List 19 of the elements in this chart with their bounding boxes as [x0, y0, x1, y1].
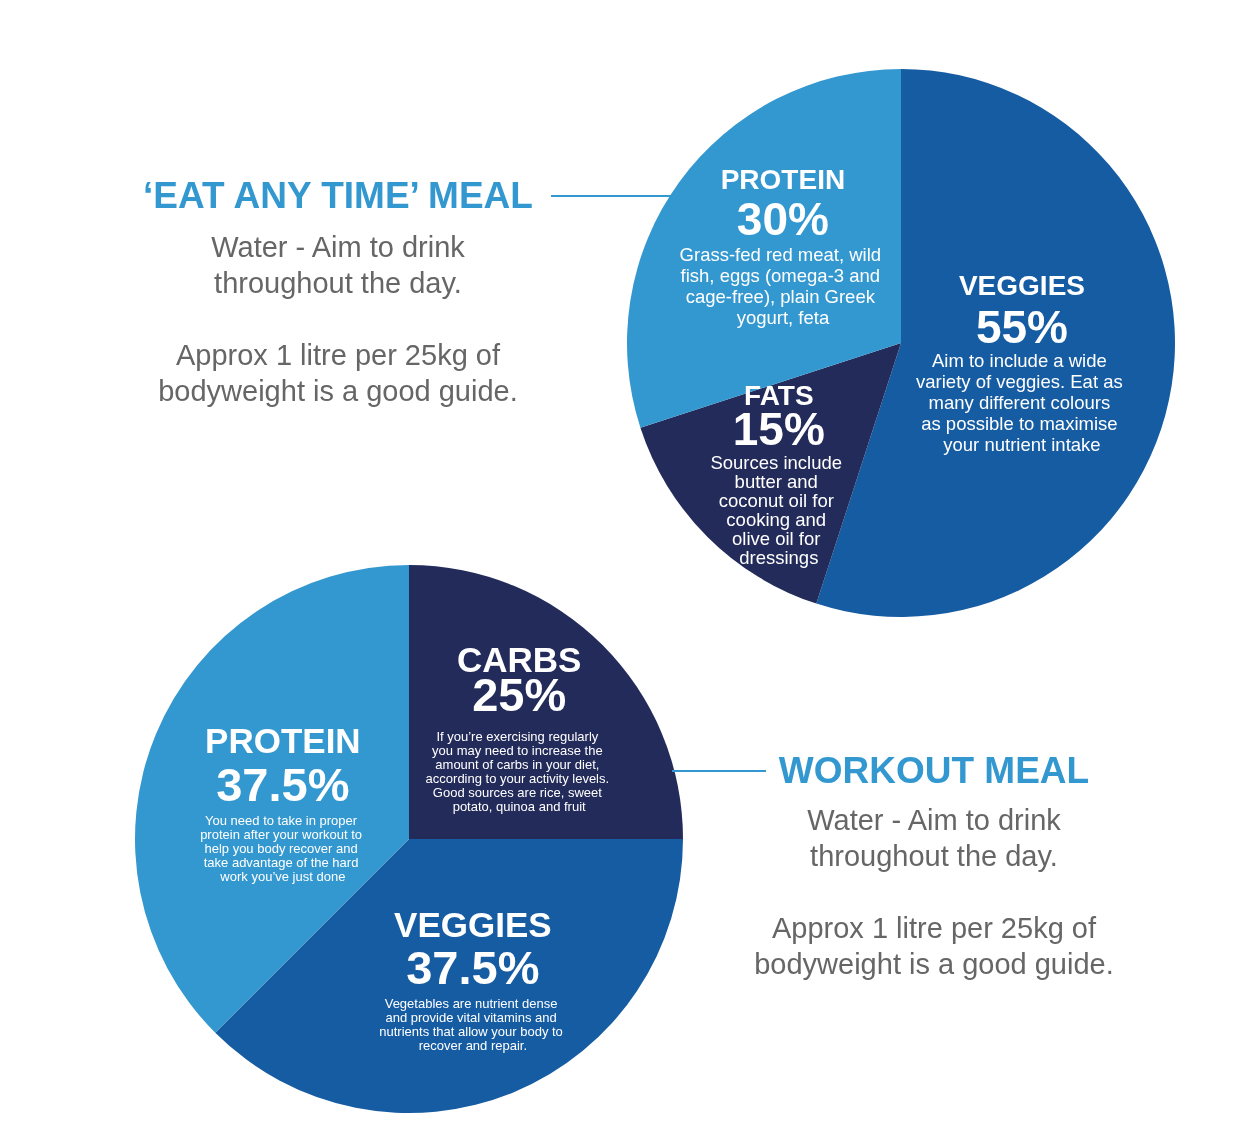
data-label: 55% [975, 300, 1069, 353]
legend-label: PROTEIN [720, 163, 846, 195]
text: Sources include butter and coconut oil for cooking and olive oil for dressings [710, 451, 843, 568]
text: Approx 1 litre per 25kg of bodyweight is a good guide. [753, 911, 1115, 982]
slice-label: FATS [744, 379, 814, 411]
slice-label: VEGGIES [958, 270, 1085, 302]
slice-label: PROTEIN [205, 720, 361, 760]
text: Grass-fed red meat, wild fish, eggs (omega-3 and cage-free), plain Greek yogurt, feta [679, 243, 882, 328]
data-label: 37.5% [216, 757, 350, 811]
text: Aim to include a wide variety of veggies. Eat as many different colours as possible to maximise your nutrient intake [916, 350, 1123, 456]
text: Water - Aim to drink throughout the day. [806, 803, 1062, 874]
text: You need to take in proper protein after your workout to help you body recover and take advantage of the hard work you’ve just done [200, 812, 362, 884]
text: ‘EAT ANY TIME’ MEAL [142, 175, 534, 216]
text: Vegetables are nutrient dense and provide vital vitamins and nutrients that allow your body to recover and repair. [379, 995, 563, 1053]
text: Approx 1 litre per 25kg of bodyweight is a good guide. [157, 338, 519, 409]
text: Water - Aim to drink throughout the day. [210, 230, 466, 301]
text: WORKOUT MEAL [777, 750, 1091, 791]
data-label: 30% [736, 193, 829, 246]
text: If you’re exercising regularly you may need to increase the amount of carbs in your diet, according to your activity levels. Good sources are rice, sweet potato, quinoa and fruit [425, 728, 610, 814]
